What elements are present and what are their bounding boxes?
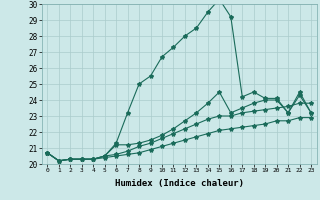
X-axis label: Humidex (Indice chaleur): Humidex (Indice chaleur) xyxy=(115,179,244,188)
